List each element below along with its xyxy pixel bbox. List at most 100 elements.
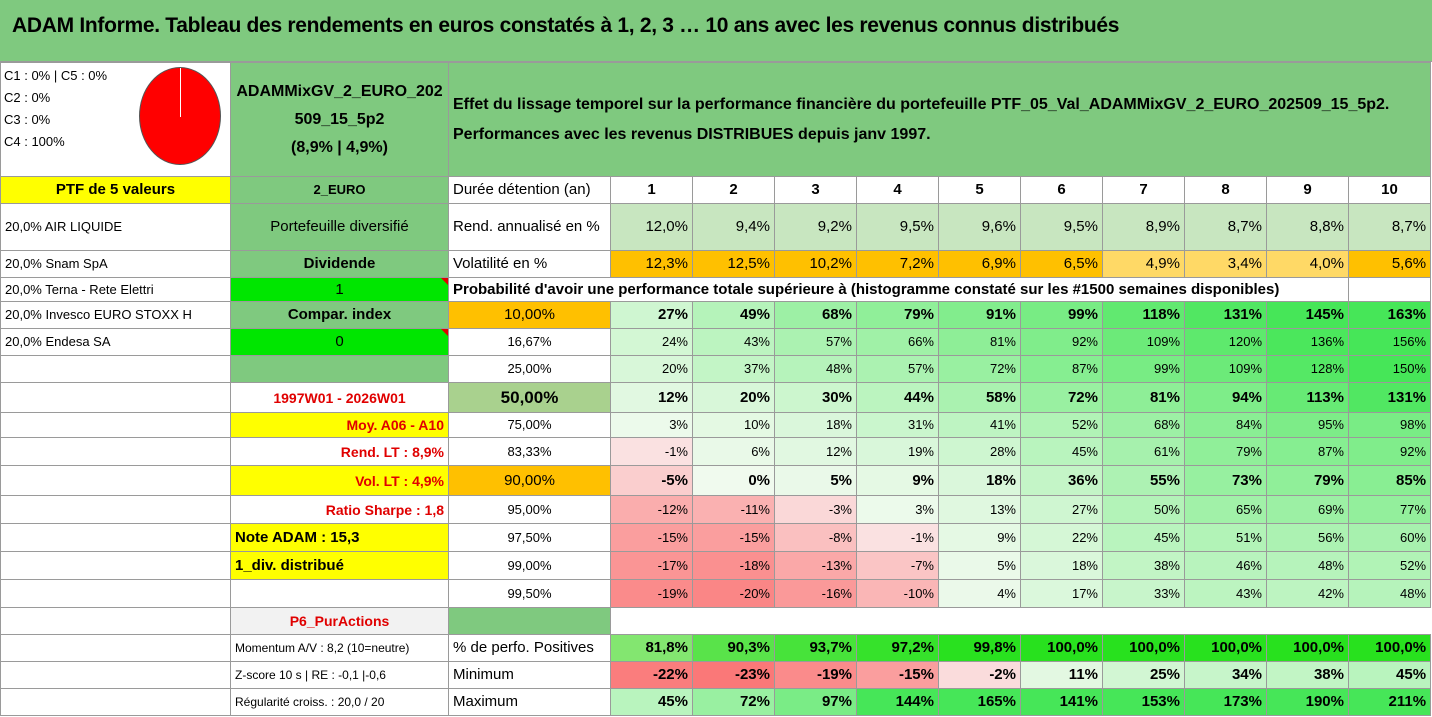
minimum-value: 25%	[1102, 661, 1185, 689]
quantile-value: 43%	[1184, 579, 1267, 608]
quantile-value: 12%	[610, 382, 693, 413]
year-header: 3	[774, 176, 857, 204]
minimum-label: Minimum	[448, 661, 611, 689]
annual-return-value: 9,4%	[692, 203, 775, 251]
quantile-value: 51%	[1184, 523, 1267, 552]
quantile-value: 66%	[856, 328, 939, 356]
composition-panel: C1 : 0% | C5 : 0% C2 : 0% C3 : 0% C4 : 1…	[0, 62, 231, 177]
composition-pie	[139, 67, 221, 165]
annual-return-value: 8,7%	[1347, 203, 1432, 251]
quantile-value: 5%	[938, 551, 1021, 580]
quantile-value: 92%	[1347, 437, 1432, 466]
empty-cell	[611, 608, 1431, 635]
maximum-value: 141%	[1020, 688, 1103, 716]
maximum-value: 165%	[938, 688, 1021, 716]
quantile-value: 27%	[610, 301, 693, 329]
volatility-value: 3,4%	[1184, 250, 1267, 278]
quantile-value: 68%	[774, 301, 857, 329]
zscore-label: Z-score 10 s | RE : -0,1 |-0,6	[230, 661, 449, 689]
volatility-value: 5,6%	[1347, 250, 1432, 278]
quantile-value: 87%	[1266, 437, 1349, 466]
quantile-row: Vol. LT : 4,9% 90,00% -5% 0% 5% 9% 18% 36% 55% 73…	[0, 465, 1432, 496]
empty-cell	[0, 412, 231, 438]
quantile-value: 69%	[1266, 495, 1349, 524]
quantile-value: -1%	[856, 523, 939, 552]
regularity-label: Régularité croiss. : 20,0 / 20	[230, 688, 449, 716]
quantile-value: 65%	[1184, 495, 1267, 524]
maximum-row: Régularité croiss. : 20,0 / 20 Maximum 45%…	[0, 688, 1432, 716]
quantile-value: 4%	[938, 579, 1021, 608]
holding-item: 20,0% AIR LIQUIDE	[0, 203, 231, 251]
year-header: 2	[692, 176, 775, 204]
period-label: 1997W01 - 2026W01	[230, 382, 449, 413]
positives-label: % de perfo. Positives	[448, 634, 611, 662]
maximum-value: 190%	[1266, 688, 1349, 716]
empty-cell	[0, 382, 231, 413]
quantile-value: 45%	[1102, 523, 1185, 552]
quantile-value: 43%	[692, 328, 775, 356]
quantile-value: 36%	[1020, 465, 1103, 496]
return-row: 20,0% AIR LIQUIDE Portefeuille diversifié…	[0, 203, 1432, 251]
holding-item: 20,0% Invesco EURO STOXX H	[0, 301, 231, 329]
volatility-value: 7,2%	[856, 250, 939, 278]
description-line2: Performances avec les revenus DISTRIBUES…	[453, 125, 931, 143]
quantile-value: 57%	[856, 355, 939, 383]
quantile-value: 145%	[1266, 301, 1349, 329]
quantile-value: 156%	[1347, 328, 1432, 356]
maximum-value: 72%	[692, 688, 775, 716]
adam-note: Note ADAM : 15,3	[230, 523, 449, 552]
quantile-value: 6%	[692, 437, 775, 466]
quantile-value: 131%	[1347, 382, 1432, 413]
fund-stats: (8,9% | 4,9%)	[291, 138, 388, 156]
minimum-value: 45%	[1347, 661, 1432, 689]
dividend-note: 1_div. distribué	[230, 551, 449, 580]
minimum-row: Z-score 10 s | RE : -0,1 |-0,6 Minimum -22…	[0, 661, 1432, 689]
quantile-value: 84%	[1184, 412, 1267, 438]
quantile-value: -15%	[692, 523, 775, 552]
quantile-value: 52%	[1347, 551, 1432, 580]
dividend-label: Dividende	[230, 250, 449, 278]
quantile-value: 95%	[1266, 412, 1349, 438]
quantile-percent: 75,00%	[448, 412, 611, 438]
long-term-return: Rend. LT : 8,9%	[230, 437, 449, 466]
maximum-value: 153%	[1102, 688, 1185, 716]
holding-item: 20,0% Snam SpA	[0, 250, 231, 278]
volatility-label: Volatilité en %	[448, 250, 611, 278]
minimum-value: -19%	[774, 661, 857, 689]
quantile-value: 13%	[938, 495, 1021, 524]
year-header: 6	[1020, 176, 1103, 204]
quantile-value: 49%	[692, 301, 775, 329]
quantile-value: 120%	[1184, 328, 1267, 356]
quantile-value: 48%	[774, 355, 857, 383]
average-label: Moy. A06 - A10	[230, 412, 449, 438]
quantile-value: 79%	[1266, 465, 1349, 496]
quantile-value: 79%	[1184, 437, 1267, 466]
maximum-value: 97%	[774, 688, 857, 716]
quantile-percent: 97,50%	[448, 523, 611, 552]
minimum-value: -22%	[610, 661, 693, 689]
page-title: ADAM Informe. Tableau des rendements en …	[12, 14, 1120, 37]
quantile-value: 113%	[1266, 382, 1349, 413]
annual-return-value: 9,6%	[938, 203, 1021, 251]
quantile-value: 44%	[856, 382, 939, 413]
quantile-value: 81%	[938, 328, 1021, 356]
quantile-value: 19%	[856, 437, 939, 466]
quantile-value: 17%	[1020, 579, 1103, 608]
annual-return-value: 9,5%	[1020, 203, 1103, 251]
duration-row: PTF de 5 valeurs 2_EURO Durée détention (a…	[0, 176, 1432, 204]
year-header: 10	[1347, 176, 1432, 204]
composition-line: C3 : 0%	[4, 112, 51, 127]
quantile-value: 24%	[610, 328, 693, 356]
positives-row: Momentum A/V : 8,2 (10=neutre)% de perfo…	[0, 634, 1432, 662]
quantile-value: -3%	[774, 495, 857, 524]
quantile-value: 0%	[692, 465, 775, 496]
description-line1: Effet du lissage temporel sur la perform…	[453, 95, 1390, 113]
quantile-value: 91%	[938, 301, 1021, 329]
quantile-value: 45%	[1020, 437, 1103, 466]
volatility-row: 20,0% Snam SpA Dividende Volatilité en % 12…	[0, 250, 1432, 278]
quantile-value: 9%	[938, 523, 1021, 552]
quantile-percent: 99,50%	[448, 579, 611, 608]
strategy-row: P6_PurActions	[0, 607, 1431, 635]
quantile-value: 18%	[1020, 551, 1103, 580]
quantile-row: 20,0% Endesa SA 0 16,67% 24% 43% 57% 66% 81% 92%…	[0, 328, 1432, 356]
